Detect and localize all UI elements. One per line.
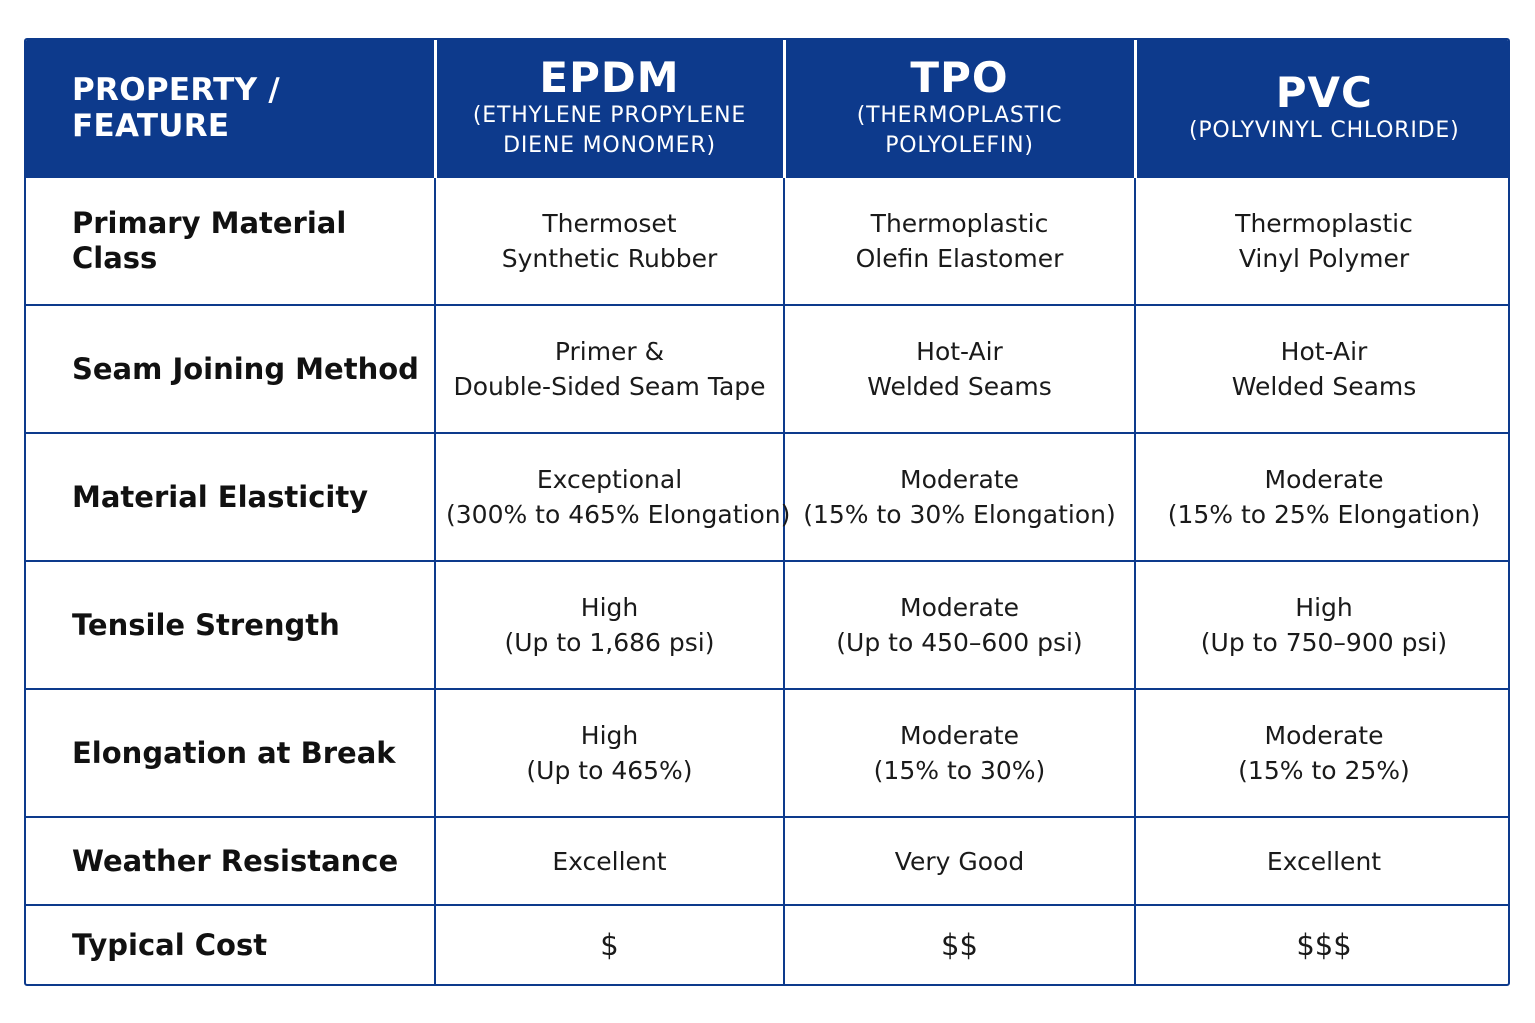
header-pvc: PVC (POLYVINYL CHLORIDE) <box>1133 40 1508 177</box>
cell-line: (Up to 1,686 psi) <box>504 628 715 657</box>
row-label: Elongation at Break <box>26 688 435 817</box>
cell-line: Moderate <box>900 465 1019 494</box>
cell-epdm: High (Up to 1,686 psi) <box>434 560 784 689</box>
cell-line: (Up to 750–900 psi) <box>1200 628 1448 657</box>
row-seam-joining-method: Seam Joining Method Primer & Double-Sided… <box>26 304 1508 433</box>
cell-tpo: Very Good <box>783 816 1135 905</box>
cell-tpo: Moderate (15% to 30% Elongation) <box>783 432 1135 561</box>
cell-line: (300% to 465% Elongation) <box>446 500 791 529</box>
row-label: Typical Cost <box>26 904 435 984</box>
row-label: Material Elasticity <box>26 432 435 561</box>
cell-line: Primer & <box>554 337 665 366</box>
cell-line: (15% to 25% Elongation) <box>1167 500 1481 529</box>
header-tpo: TPO (THERMOPLASTIC POLYOLEFIN) <box>782 40 1135 177</box>
cell-line: Olefin Elastomer <box>855 244 1064 273</box>
cell-epdm: $ <box>434 904 784 984</box>
row-label: Tensile Strength <box>26 560 435 689</box>
cell-line: High <box>580 721 639 750</box>
cell-line: Hot-Air <box>916 337 1003 366</box>
cell-line: Excellent <box>552 846 667 876</box>
cell-epdm: Thermoset Synthetic Rubber <box>434 176 784 305</box>
cell-tpo: Hot-Air Welded Seams <box>783 304 1135 433</box>
header-tpo-full-line2: POLYOLEFIN) <box>885 133 1034 158</box>
table-body: Primary Material Class Thermoset Syntheti… <box>26 176 1508 984</box>
row-elongation-at-break: Elongation at Break High (Up to 465%) Mod… <box>26 688 1508 817</box>
header-epdm: EPDM (ETHYLENE PROPYLENE DIENE MONOMER) <box>433 40 784 177</box>
cell-line: Welded Seams <box>867 372 1052 401</box>
cell-pvc: High (Up to 750–900 psi) <box>1134 560 1508 689</box>
header-property-feature: PROPERTY / FEATURE <box>26 40 435 177</box>
roofing-membrane-comparison-table: PROPERTY / FEATURE EPDM (ETHYLENE PROPYL… <box>26 40 1508 984</box>
row-weather-resistance: Weather Resistance Excellent Very Good E… <box>26 816 1508 905</box>
cell-line: Exceptional <box>536 465 683 494</box>
cell-line: Welded Seams <box>1231 372 1417 401</box>
cell-line: Thermoset <box>542 209 677 238</box>
cell-tpo: $$ <box>783 904 1135 984</box>
cell-line: Moderate <box>1264 721 1384 750</box>
row-tensile-strength: Tensile Strength High (Up to 1,686 psi) M… <box>26 560 1508 689</box>
header-pvc-abbr: PVC <box>1275 68 1373 117</box>
cost-indicator: $$$ <box>1296 928 1352 962</box>
row-primary-material-class: Primary Material Class Thermoset Syntheti… <box>26 176 1508 305</box>
cell-line: Moderate <box>900 593 1019 622</box>
row-label: Weather Resistance <box>26 816 435 905</box>
cell-line: High <box>580 593 639 622</box>
cell-line: Very Good <box>894 846 1025 876</box>
row-typical-cost: Typical Cost $ $$ $$$ <box>26 904 1508 984</box>
cell-tpo: Thermoplastic Olefin Elastomer <box>783 176 1135 305</box>
cell-line: Moderate <box>1264 465 1384 494</box>
cell-line: (Up to 450–600 psi) <box>836 628 1083 657</box>
cost-indicator: $$ <box>941 928 978 962</box>
cell-pvc: $$$ <box>1134 904 1508 984</box>
row-material-elasticity: Material Elasticity Exceptional (300% to … <box>26 432 1508 561</box>
cell-pvc: Excellent <box>1134 816 1508 905</box>
cell-line: Excellent <box>1266 846 1382 876</box>
cell-line: Synthetic Rubber <box>501 244 718 273</box>
header-epdm-abbr: EPDM <box>539 53 680 102</box>
cell-line: Double-Sided Seam Tape <box>453 372 766 401</box>
cell-pvc: Moderate (15% to 25%) <box>1134 688 1508 817</box>
cell-line: Hot-Air <box>1280 337 1368 366</box>
cell-line: Moderate <box>900 721 1019 750</box>
cell-tpo: Moderate (Up to 450–600 psi) <box>783 560 1135 689</box>
cell-line: (15% to 30%) <box>873 756 1046 785</box>
header-epdm-full-line1: (ETHYLENE PROPYLENE <box>472 103 747 128</box>
table-header: PROPERTY / FEATURE EPDM (ETHYLENE PROPYL… <box>26 40 1508 177</box>
row-label: Primary Material Class <box>26 176 435 305</box>
cell-line: (15% to 25%) <box>1238 756 1410 785</box>
cell-line: High <box>1295 593 1353 622</box>
cell-epdm: High (Up to 465%) <box>434 688 784 817</box>
comparison-table-container: PROPERTY / FEATURE EPDM (ETHYLENE PROPYL… <box>24 38 1510 986</box>
header-tpo-full-line1: (THERMOPLASTIC <box>856 103 1063 128</box>
cell-epdm: Excellent <box>434 816 784 905</box>
header-tpo-abbr: TPO <box>910 53 1009 102</box>
cell-line: (15% to 30% Elongation) <box>803 500 1116 529</box>
header-pvc-full-line1: (POLYVINYL CHLORIDE) <box>1188 118 1460 143</box>
header-epdm-full-line2: DIENE MONOMER) <box>503 133 716 158</box>
cell-pvc: Hot-Air Welded Seams <box>1134 304 1508 433</box>
cell-pvc: Moderate (15% to 25% Elongation) <box>1134 432 1508 561</box>
cell-line: Thermoplastic <box>1235 209 1413 238</box>
header-row: PROPERTY / FEATURE EPDM (ETHYLENE PROPYL… <box>26 40 1508 177</box>
cell-epdm: Primer & Double-Sided Seam Tape <box>434 304 784 433</box>
cell-tpo: Moderate (15% to 30%) <box>783 688 1135 817</box>
row-label: Seam Joining Method <box>26 304 435 433</box>
cell-line: (Up to 465%) <box>526 756 693 785</box>
cost-indicator: $ <box>600 928 619 962</box>
cell-epdm: Exceptional (300% to 465% Elongation) <box>434 432 791 561</box>
cell-line: Vinyl Polymer <box>1238 244 1410 273</box>
cell-pvc: Thermoplastic Vinyl Polymer <box>1134 176 1508 305</box>
cell-line: Thermoplastic <box>870 209 1049 238</box>
